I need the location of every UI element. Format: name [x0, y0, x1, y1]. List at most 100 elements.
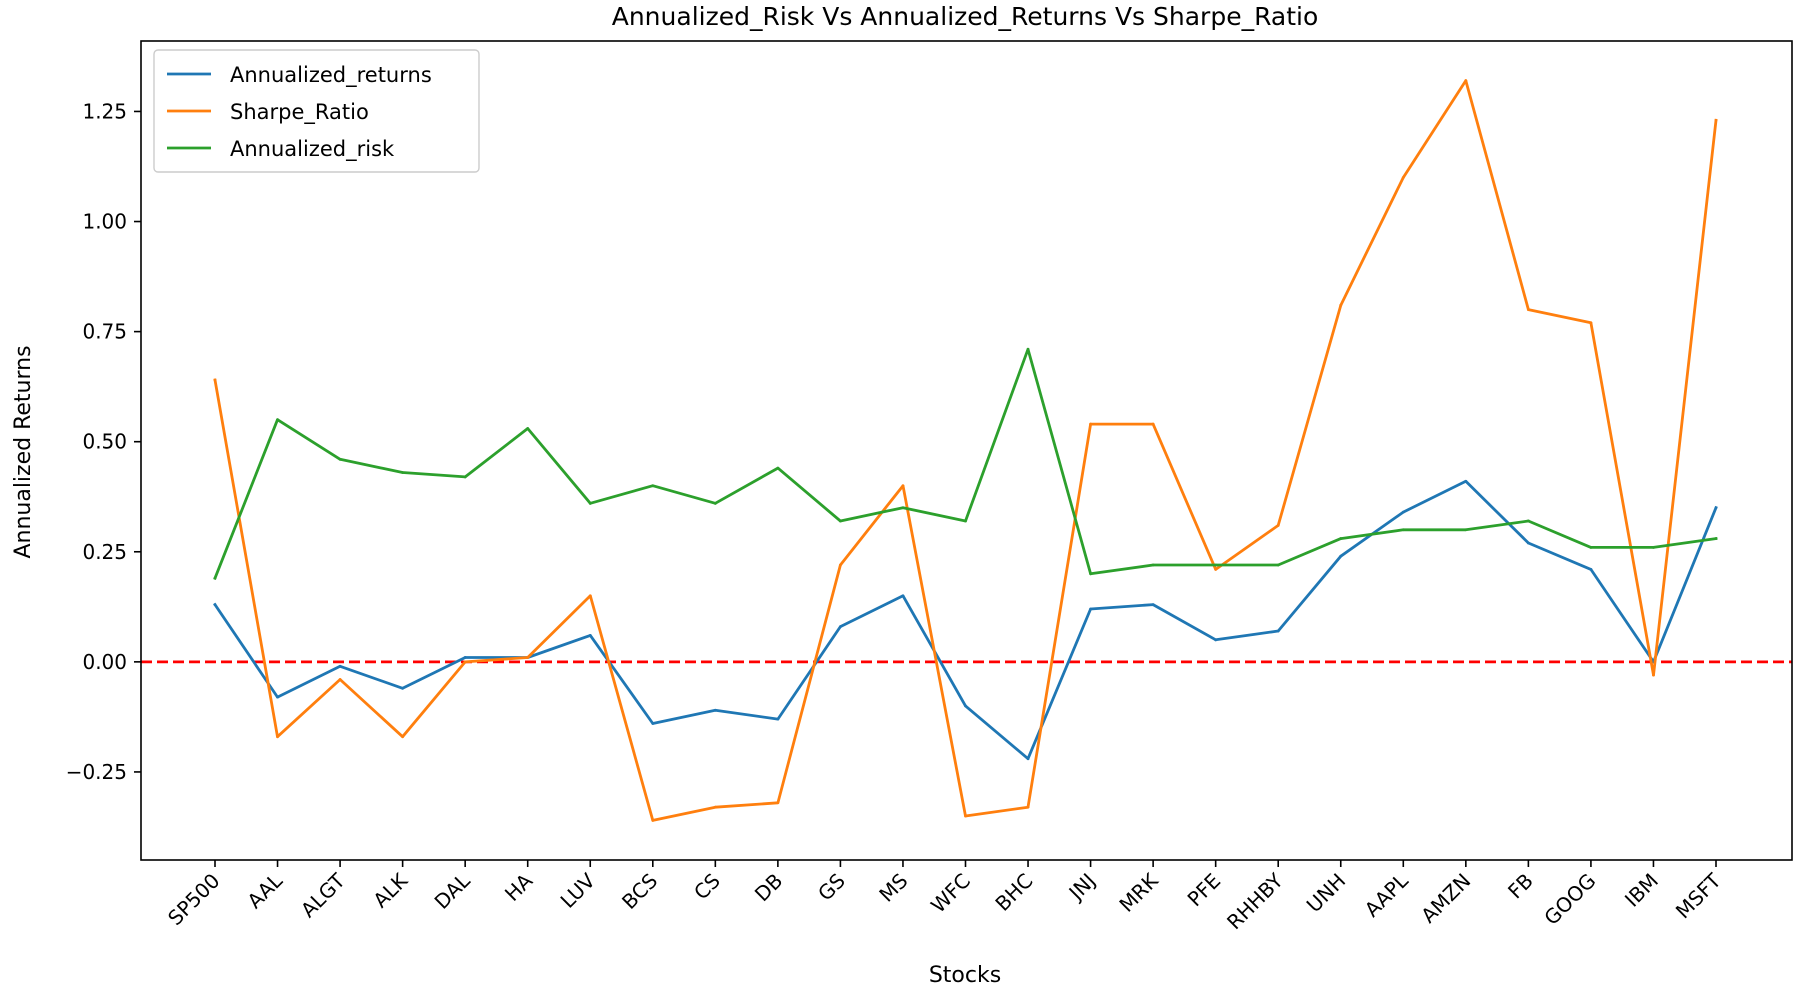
data-point-annualized-returns-algt — [338, 664, 342, 668]
data-point-annualized-returns-dal — [463, 656, 467, 659]
x-tick-label: ALK — [368, 868, 412, 912]
data-point-sharpe-ratio-msft — [1714, 118, 1718, 122]
data-point-sharpe-ratio-pfe — [1214, 567, 1218, 571]
x-tick-label: AAL — [242, 868, 287, 913]
x-tick-label: DAL — [430, 868, 476, 914]
data-point-annualized-risk-bhc — [1026, 347, 1030, 351]
data-point-annualized-returns-msft — [1714, 506, 1718, 510]
data-point-annualized-risk-unh — [1339, 537, 1343, 540]
data-point-annualized-returns-bhc — [1026, 757, 1030, 761]
data-point-annualized-risk-fb — [1526, 519, 1530, 523]
data-point-annualized-returns-goog — [1589, 567, 1593, 571]
data-point-sharpe-ratio-db — [776, 801, 780, 805]
data-point-sharpe-ratio-bcs — [651, 818, 655, 822]
data-point-sharpe-ratio-ha — [526, 656, 530, 659]
data-point-annualized-risk-luv — [588, 501, 592, 505]
y-tick-label: 0.50 — [82, 430, 127, 454]
data-point-annualized-returns-aapl — [1401, 510, 1405, 514]
data-point-sharpe-ratio-fb — [1526, 308, 1530, 311]
y-tick-label: −0.25 — [66, 760, 127, 784]
data-point-annualized-returns-ms — [901, 594, 905, 598]
x-tick-label: BCS — [617, 869, 662, 914]
data-point-annualized-returns-gs — [839, 625, 842, 629]
x-tick-label: MRK — [1114, 868, 1163, 917]
data-point-sharpe-ratio-ms — [901, 484, 905, 488]
data-point-annualized-returns-amzn — [1464, 479, 1468, 483]
x-tick-label: DB — [750, 869, 788, 907]
series-line-annualized-returns — [213, 479, 1718, 761]
data-point-sharpe-ratio-jnj — [1089, 422, 1092, 426]
x-tick-label: MS — [874, 869, 912, 907]
x-tick-label: FB — [1503, 869, 1538, 904]
plot-frame — [140, 40, 1793, 861]
data-point-annualized-risk-gs — [839, 519, 842, 523]
y-tick-label: 1.00 — [82, 210, 127, 234]
data-point-sharpe-ratio-ibm — [1652, 673, 1655, 677]
data-point-annualized-returns-rhhby — [1276, 629, 1280, 633]
legend-label-sharpe-ratio: Sharpe_Ratio — [230, 100, 369, 125]
legend-box — [153, 49, 480, 173]
data-point-annualized-risk-mrk — [1151, 563, 1155, 567]
x-tick-label: HA — [500, 868, 538, 906]
data-point-annualized-risk-bcs — [651, 484, 655, 488]
x-tick-label: IBM — [1620, 869, 1663, 912]
data-point-annualized-returns-bcs — [651, 722, 655, 725]
data-point-sharpe-ratio-algt — [338, 678, 342, 681]
data-point-sharpe-ratio-dal — [463, 660, 467, 664]
data-point-annualized-risk-algt — [338, 457, 342, 461]
data-point-annualized-returns-aal — [276, 695, 279, 699]
data-point-sharpe-ratio-aapl — [1401, 176, 1405, 179]
data-point-annualized-risk-dal — [463, 475, 467, 479]
x-tick-label: GS — [813, 869, 850, 906]
y-tick-label: 0.25 — [82, 540, 127, 564]
x-tick-label: AAPL — [1360, 868, 1414, 922]
ticks-layer: −0.25 0.00 0.25 0.50 0.75 1.00 1.25 SP500 AAL ALG… — [66, 99, 1726, 934]
data-point-sharpe-ratio-alk — [401, 735, 405, 739]
axes-layer — [140, 40, 1793, 861]
x-tick-label: GOOG — [1539, 869, 1600, 930]
series-line-sharpe-ratio — [213, 79, 1718, 822]
x-tick-label: RHHBY — [1222, 868, 1288, 934]
data-point-annualized-returns-sp500 — [213, 603, 217, 607]
data-point-annualized-returns-fb — [1526, 541, 1530, 545]
data-point-annualized-risk-ha — [526, 427, 530, 430]
data-point-annualized-risk-db — [776, 466, 780, 470]
y-tick-label: 0.75 — [82, 320, 127, 344]
data-point-sharpe-ratio-bhc — [1026, 805, 1030, 809]
x-tick-label: UNH — [1302, 869, 1351, 918]
x-tick-label: LUV — [556, 868, 600, 912]
data-point-sharpe-ratio-sp500 — [213, 378, 217, 382]
x-tick-label: AMZN — [1416, 869, 1475, 928]
data-point-annualized-returns-mrk — [1151, 603, 1155, 607]
y-tick-label: 1.25 — [82, 99, 127, 123]
data-point-annualized-risk-ibm — [1652, 545, 1655, 549]
data-point-annualized-risk-goog — [1589, 545, 1593, 549]
data-point-sharpe-ratio-gs — [839, 563, 842, 567]
legend-label-annualized-returns: Annualized_returns — [230, 63, 432, 88]
data-point-sharpe-ratio-amzn — [1464, 79, 1468, 83]
legend-label-annualized-risk: Annualized_risk — [230, 137, 395, 162]
y-tick-label: 0.00 — [82, 650, 127, 674]
x-axis-label: Stocks — [929, 963, 1001, 988]
data-point-sharpe-ratio-mrk — [1151, 422, 1155, 426]
x-tick-label: SP500 — [163, 869, 224, 930]
chart-title: Annualized_Risk Vs Annualized_Returns Vs… — [612, 2, 1319, 31]
data-point-sharpe-ratio-unh — [1339, 303, 1343, 307]
data-point-annualized-returns-alk — [401, 686, 405, 690]
x-tick-label: BHC — [990, 869, 1037, 916]
legend: Annualized_returns Sharpe_Ratio Annualized… — [153, 49, 480, 173]
x-tick-label: WFC — [926, 869, 975, 918]
data-point-annualized-risk-msft — [1714, 537, 1718, 540]
data-point-annualized-risk-pfe — [1214, 563, 1218, 567]
data-point-annualized-returns-cs — [713, 708, 717, 712]
x-tick-label: JNJ — [1063, 869, 1100, 906]
series-line-annualized-risk — [213, 347, 1718, 581]
data-point-annualized-risk-rhhby — [1276, 563, 1280, 567]
data-point-annualized-risk-aal — [276, 418, 279, 422]
data-point-annualized-returns-unh — [1339, 554, 1343, 558]
data-point-annualized-risk-alk — [401, 471, 405, 474]
data-point-annualized-risk-aapl — [1401, 528, 1405, 532]
y-axis-label: Annualized Returns — [11, 345, 36, 558]
